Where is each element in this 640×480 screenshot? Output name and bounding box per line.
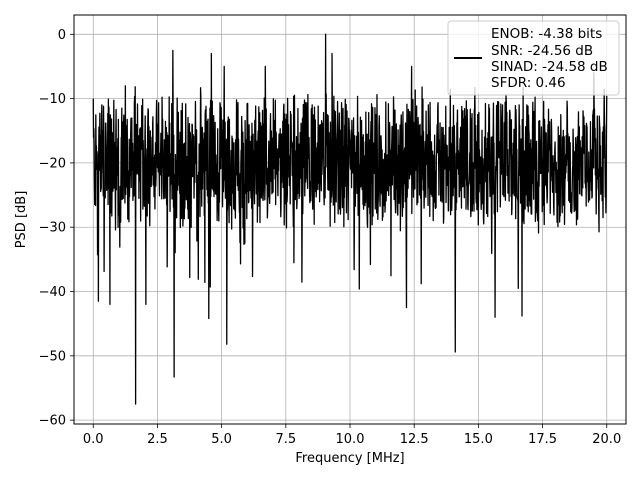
legend-sfdr: SFDR: 0.46 (491, 75, 566, 91)
y-tick-label: −10 (39, 92, 66, 107)
x-tick-label: 5.0 (211, 432, 232, 447)
x-tick-label: 12.5 (400, 432, 429, 447)
x-tick-label: 20.0 (592, 432, 621, 447)
x-tick-label: 15.0 (464, 432, 493, 447)
y-axis-label: PSD [dB] (14, 191, 29, 249)
legend-sinad: SINAD: -24.58 dB (491, 59, 608, 75)
legend-enob: ENOB: -4.38 bits (491, 26, 602, 42)
x-tick-label: 2.5 (147, 432, 168, 447)
x-tick-label: 10.0 (336, 432, 365, 447)
x-tick-label: 0.0 (83, 432, 104, 447)
y-tick-label: −60 (39, 414, 66, 429)
y-tick-label: −20 (39, 156, 66, 171)
y-tick-label: −40 (39, 285, 66, 300)
y-tick-label: −30 (39, 221, 66, 236)
psd-trace (92, 33, 608, 405)
x-tick-label: 17.5 (528, 432, 557, 447)
legend-box (447, 20, 620, 96)
x-axis-ticks: 0.0 2.5 5.0 7.5 10.0 12.5 15.0 17.5 20.0 (83, 424, 621, 447)
y-axis-ticks: 0 −10 −20 −30 −40 −50 −60 (39, 28, 74, 429)
legend: ENOB: -4.38 bits SNR: -24.56 dB SINAD: -… (447, 20, 620, 96)
y-tick-label: −50 (39, 349, 66, 364)
legend-snr: SNR: -24.56 dB (491, 43, 593, 59)
psd-series (92, 33, 608, 405)
y-tick-label: 0 (58, 28, 66, 43)
x-tick-label: 7.5 (275, 432, 296, 447)
x-axis-label: Frequency [MHz] (295, 451, 404, 466)
